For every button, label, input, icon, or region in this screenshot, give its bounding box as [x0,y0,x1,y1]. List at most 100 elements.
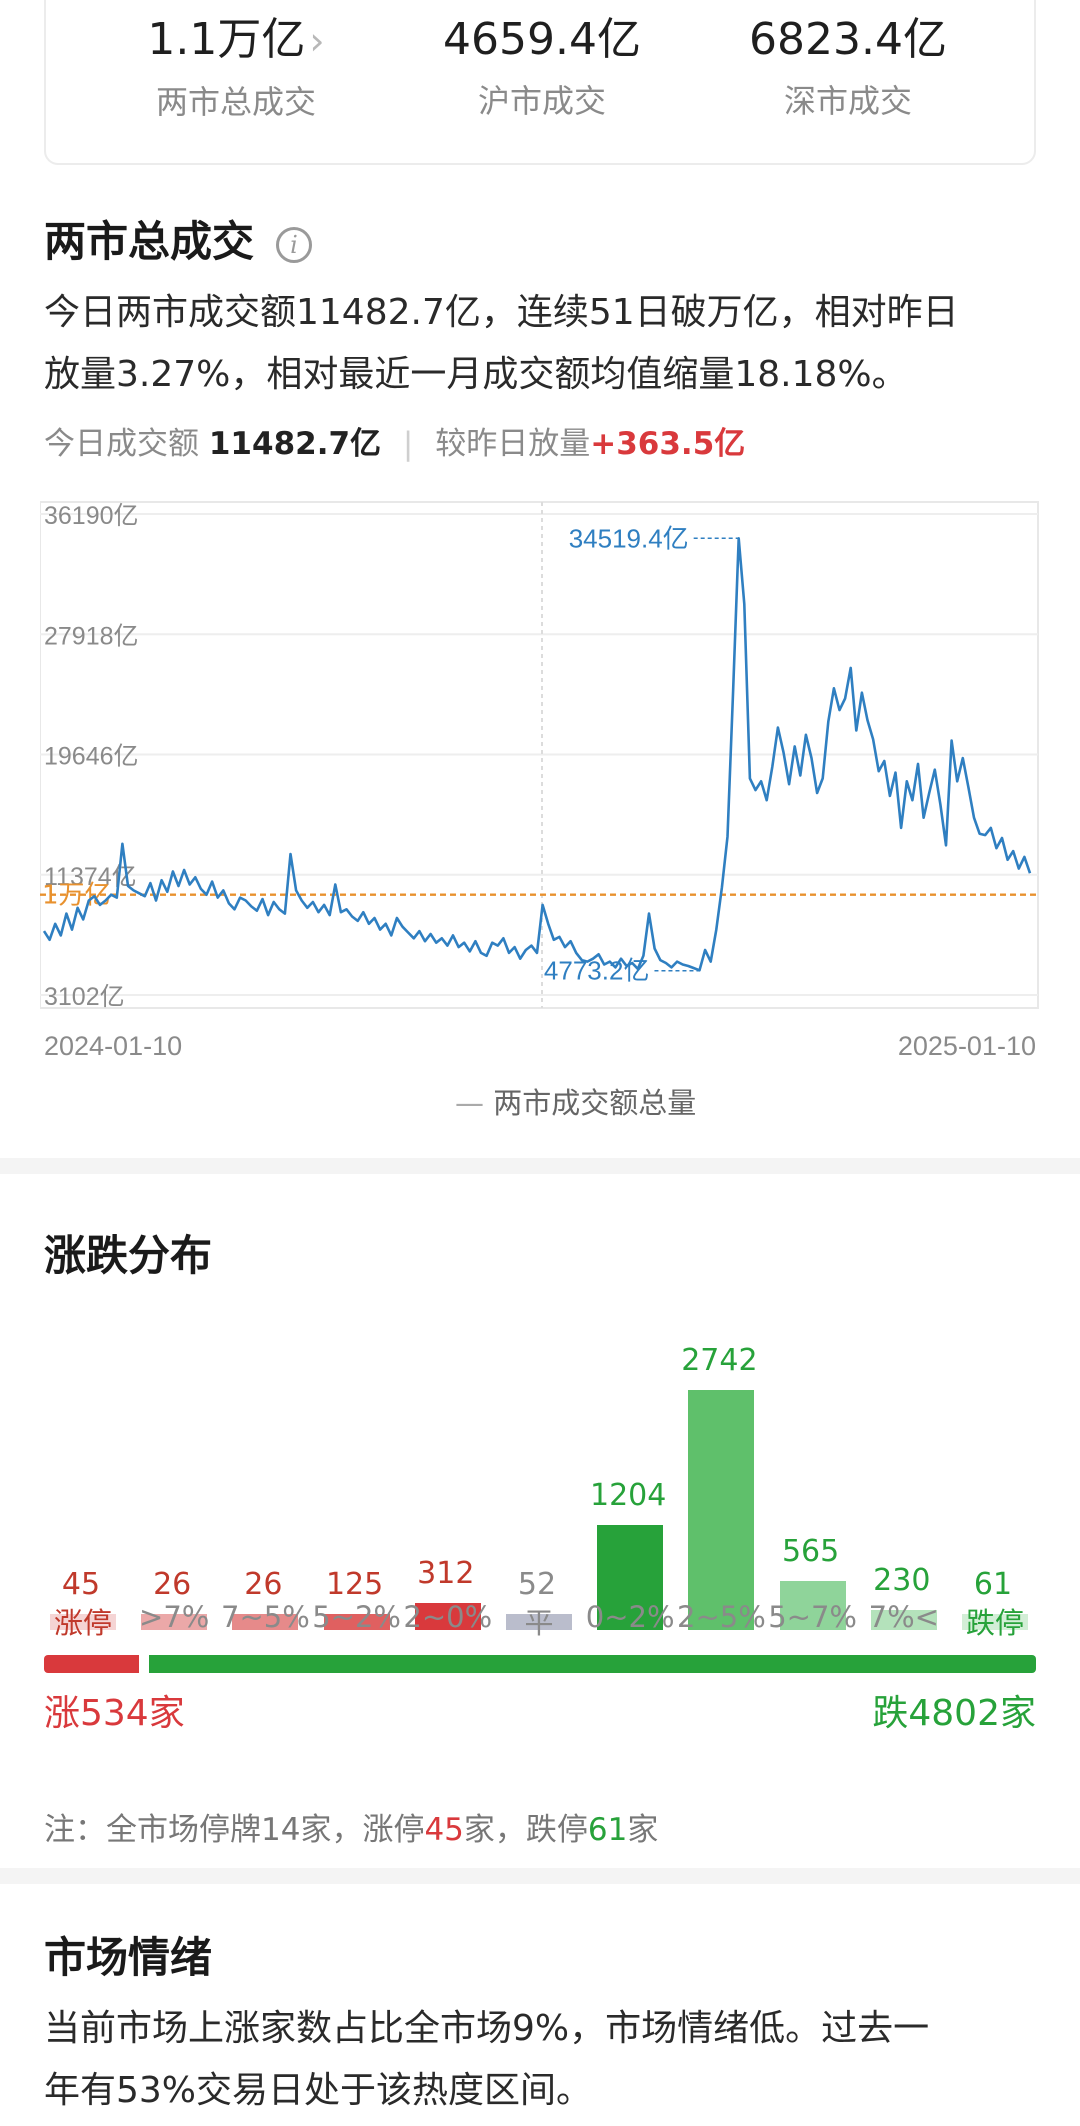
info-icon[interactable]: i [276,226,313,263]
y-tick-label: 19646亿 [44,743,139,771]
sentiment-description: 当前市场上涨家数占比全市场9%，市场情绪低。过去一 年有53%交易日处于该热度区… [44,1998,1044,2122]
distribution-bar-rect [962,1614,1028,1630]
distribution-bar-0: 45 [46,1330,116,1630]
distribution-bar-5: 52 [502,1330,572,1630]
distribution-bar-count: 26 [244,1567,283,1602]
x-end-label: 2025-01-10 [898,1031,1036,1061]
turnover-title-text: 两市总成交 [44,217,255,266]
distribution-bar-label: 0~2% [585,1600,675,1634]
distribution-bar-rect [870,1609,937,1630]
turnover-description: 今日两市成交额11482.7亿，连续51日破万亿，相对昨日 放量3.27%，相对… [44,282,1044,406]
note-limit-up: 45 [424,1812,464,1848]
distribution-bar-count: 52 [517,1567,557,1602]
distribution-bar-4: 312 [411,1330,481,1630]
distribution-bar-label: 跌停 [965,1606,1024,1640]
fall-total: 跌4802家 [872,1693,1036,1734]
distribution-bar-rect [688,1390,755,1630]
chevron-right-icon: › [309,19,325,63]
distribution-bar-rect [506,1614,572,1630]
sz-turnover-stat: 6823.4亿 深市成交 [698,10,998,122]
distribution-bar-count: 45 [61,1567,101,1602]
max-value-label: 34519.4亿 [569,523,689,553]
distribution-bar-rect [597,1524,664,1630]
y-tick-label: 27918亿 [44,622,139,650]
sz-turnover-label: 深市成交 [783,82,912,120]
legend-dash-icon: — [455,1086,484,1120]
distribution-bar-2: 26 [228,1330,299,1630]
turnover-description-line-2: 放量3.27%，相对最近一月成交额均值缩量18.18%。 [44,354,908,395]
legend-item[interactable]: — 两市成交额总量 [455,1080,696,1122]
y-tick-label: 36190亿 [44,502,139,530]
today-volume-label: 今日成交额 [44,426,199,462]
distribution-bar-count: 230 [873,1562,931,1598]
legend-label: 两市成交额总量 [493,1086,697,1120]
turnover-chart[interactable]: 36190亿 27918亿 19646亿 11374亿 3102亿 1万亿 34519.… [39,490,1040,1103]
rise-ratio-segment [44,1655,139,1673]
distribution-bar-rect [323,1614,390,1630]
distribution-bar-rect [50,1614,116,1630]
section-divider-2 [0,1868,1080,1884]
distribution-bar-label: 2~0% [403,1600,493,1634]
section-divider [0,1158,1080,1174]
sz-turnover-value: 6823.4亿 [749,14,947,65]
note-limit-down: 61 [587,1812,628,1848]
distribution-bar-label: 平 [524,1606,554,1640]
distribution-title: 涨跌分布 [44,1231,213,1280]
sentiment-line-1: 当前市场上涨家数占比全市场9%，市场情绪低。过去一 [44,2008,930,2049]
today-volume-line: 今日成交额 11482.7亿 | 较昨日放量+363.5亿 [44,418,745,463]
distribution-bar-count: 565 [781,1533,840,1569]
distribution-bar-rect [779,1580,846,1630]
x-start-label: 2024-01-10 [44,1031,182,1061]
distribution-bar-8: 565 [776,1330,846,1630]
fall-ratio-segment [149,1655,1036,1673]
distribution-bar-label: 5~7% [768,1600,857,1634]
distribution-bar-label: 2~5% [677,1600,766,1634]
today-volume-value: 11482.7亿 [208,426,382,462]
turnover-description-line-1: 今日两市成交额11482.7亿，连续51日破万亿，相对昨日 [44,292,959,333]
note-mid: 家，跌停 [463,1812,588,1848]
total-turnover-value: 1.1万亿 [147,14,306,65]
distribution-bar-1: 26 [137,1330,208,1630]
rise-total: 涨534家 [44,1693,185,1734]
distribution-bar-10: 61 [958,1330,1028,1630]
distribution-bar-label: 涨停 [53,1606,112,1640]
distribution-bar-label: 7%< [868,1600,939,1634]
market-summary-card: 1.1万亿 › 两市总成交 4659.4亿 沪市成交 6823.4亿 深市成交 [44,0,1036,165]
rise-fall-ratio-bar [44,1655,1036,1673]
sh-turnover-label: 沪市成交 [477,82,606,120]
distribution-bar-count: 1204 [590,1477,667,1513]
reference-label: 1万亿 [42,881,111,911]
distribution-bar-9: 230 [867,1330,937,1630]
sentiment-title: 市场情绪 [44,1933,213,1982]
turnover-series-line [42,536,1032,972]
separator: | [402,426,414,462]
total-turnover-stat[interactable]: 1.1万亿 › 两市总成交 [86,10,386,123]
total-turnover-label: 两市总成交 [155,83,316,121]
sentiment-line-2: 年有53%交易日处于该热度区间。 [44,2070,593,2111]
change-value: +363.5亿 [590,426,746,462]
distribution-bar-6: 1204 [590,1330,666,1630]
distribution-bar-count: 312 [417,1555,475,1591]
distribution-bar-7: 2742 [681,1330,758,1630]
sh-turnover-stat: 4659.4亿 沪市成交 [392,10,692,122]
distribution-bar-count: 125 [325,1567,384,1602]
note-prefix: 注：全市场停牌14家，涨停 [44,1812,425,1848]
distribution-bar-rect [414,1602,481,1630]
distribution-bar-rect [232,1614,299,1630]
distribution-bar-label: 5~2% [312,1600,401,1634]
distribution-bar-label: >7% [139,1600,210,1634]
distribution-bar-rect [141,1614,208,1630]
distribution-bar-count: 61 [973,1567,1013,1602]
distribution-chart: 45 26 26 125 312 52 1204 2742 565 230 61 [40,1330,1040,1630]
min-value-label: 4773.2亿 [544,956,650,986]
y-tick-label: 3102亿 [44,983,125,1011]
distribution-bar-count: 2742 [681,1343,758,1378]
distribution-bar-label: 7~5% [221,1600,310,1634]
note-suffix: 家 [627,1812,659,1848]
turnover-section-title: 两市总成交 i [44,208,313,269]
distribution-bar-count: 26 [153,1567,192,1602]
distribution-note: 注：全市场停牌14家，涨停45家，跌停61家 [44,1804,658,1849]
sh-turnover-value: 4659.4亿 [443,14,641,65]
distribution-bar-3: 125 [320,1330,390,1630]
